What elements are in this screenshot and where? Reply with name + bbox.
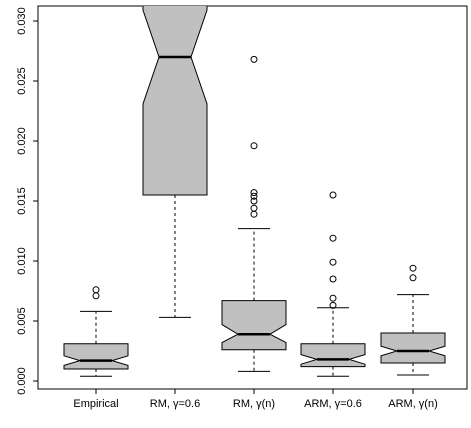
y-tick-label: 0.030 — [16, 7, 28, 35]
outlier-point — [250, 204, 258, 212]
y-tick-label: 0.015 — [16, 187, 28, 215]
box-group — [142, 6, 208, 318]
outlier-point — [250, 142, 258, 150]
y-tick-label: 0.000 — [16, 367, 28, 395]
outlier-point — [92, 292, 100, 300]
x-axis: Empirical RM, γ=0.6 RM, γ(n) ARM, γ=0.6 ARM,… — [73, 388, 438, 410]
outlier-point — [250, 210, 258, 218]
notched-box — [63, 343, 129, 370]
outlier-point — [250, 197, 258, 205]
x-tick-label: ARM, γ(n) — [388, 398, 438, 410]
notched-box — [221, 300, 287, 351]
outlier-point — [409, 264, 417, 272]
y-tick-label: 0.020 — [16, 127, 28, 155]
box-group — [300, 191, 366, 377]
notched-box — [380, 332, 446, 364]
box-group — [221, 55, 287, 372]
outlier-point — [409, 274, 417, 282]
x-tick-label: Empirical — [73, 398, 118, 410]
x-tick-label: RM, γ=0.6 — [150, 398, 200, 410]
y-axis: 0.000 0.005 0.010 0.015 0.020 0.025 0.030 — [16, 7, 39, 395]
outlier-point — [329, 191, 337, 199]
outlier-point — [329, 294, 337, 302]
y-tick-label: 0.025 — [16, 67, 28, 95]
outlier-point — [329, 275, 337, 283]
outlier-point — [329, 301, 337, 309]
y-tick-label: 0.010 — [16, 247, 28, 275]
notched-box — [300, 343, 366, 368]
box-group — [63, 286, 129, 377]
plot-area — [63, 6, 446, 377]
outlier-point — [250, 192, 258, 200]
box-group — [380, 264, 446, 376]
outlier-point — [329, 234, 337, 242]
outlier-point — [92, 286, 100, 294]
x-tick-label: RM, γ(n) — [233, 398, 275, 410]
outlier-point — [329, 258, 337, 266]
x-tick-label: ARM, γ=0.6 — [304, 398, 362, 410]
outlier-point — [250, 189, 258, 197]
y-tick-label: 0.005 — [16, 307, 28, 335]
notched-box — [142, 6, 208, 196]
outlier-point — [250, 55, 258, 63]
